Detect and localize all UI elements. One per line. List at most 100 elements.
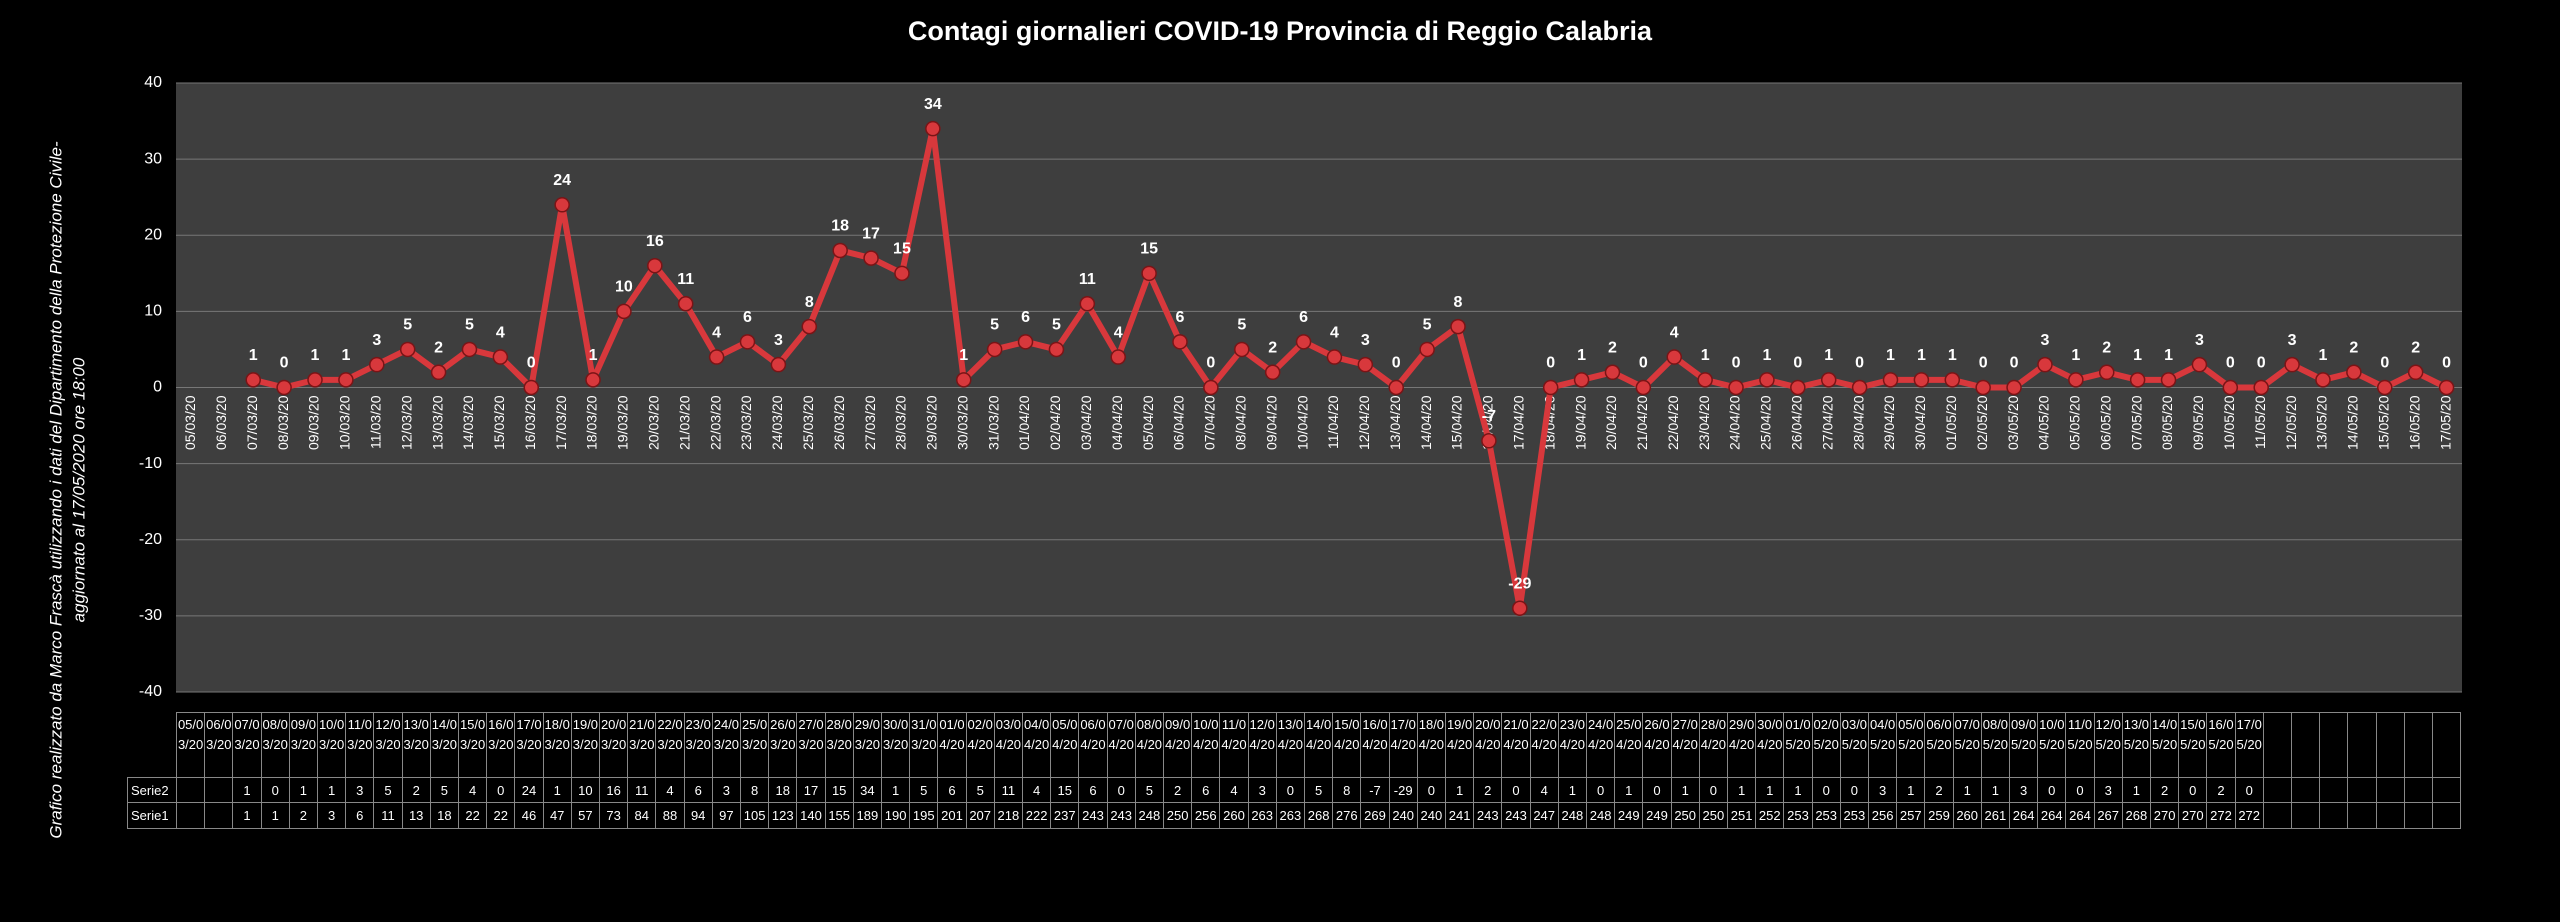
y-tick-label: 40 xyxy=(144,74,162,91)
table-date: 11/04/20 xyxy=(1219,712,1249,778)
x-tick-label: 11/04/20 xyxy=(1325,395,1341,449)
x-tick-label: 11/05/20 xyxy=(2252,395,2268,449)
table-value: 1 xyxy=(1896,777,1926,803)
data-label: 0 xyxy=(1639,355,1648,372)
table-date: 18/03/20 xyxy=(542,712,572,778)
point xyxy=(647,257,663,274)
table-value: 253 xyxy=(1811,802,1841,829)
table-value xyxy=(2347,802,2377,829)
table-date: 17/04/20 xyxy=(1388,712,1418,778)
table-value: 1 xyxy=(1557,777,1587,803)
x-tick-label: 08/03/20 xyxy=(275,395,291,450)
x-tick-label: 10/04/20 xyxy=(1294,395,1310,450)
data-label: 0 xyxy=(2226,355,2235,372)
data-label: 0 xyxy=(527,355,536,372)
table-value xyxy=(2291,777,2321,803)
table-value: 0 xyxy=(1275,777,1305,803)
table-value: 222 xyxy=(1022,802,1052,829)
table-value: 3 xyxy=(711,777,741,803)
data-label: 4 xyxy=(496,324,505,341)
table-value: 0 xyxy=(2178,777,2208,803)
table-date: 26/04/20 xyxy=(1642,712,1672,778)
point xyxy=(1666,349,1683,365)
table-value: 207 xyxy=(965,802,995,829)
point xyxy=(955,372,972,388)
x-tick-label: 10/03/20 xyxy=(337,395,353,450)
table-date: 15/04/20 xyxy=(1332,712,1362,778)
point xyxy=(1542,379,1559,396)
table-date: 27/04/20 xyxy=(1670,712,1700,778)
x-tick-label: 28/04/20 xyxy=(1850,395,1866,450)
point xyxy=(2284,356,2300,373)
x-tick-label: 12/03/20 xyxy=(398,395,414,450)
data-label: 6 xyxy=(743,309,752,326)
table-date: 22/04/20 xyxy=(1529,712,1559,778)
table-date: 08/03/20 xyxy=(260,712,290,778)
table-value: 17 xyxy=(796,777,826,803)
table-date: 05/04/20 xyxy=(1050,712,1080,778)
table-date: 13/04/20 xyxy=(1275,712,1305,778)
data-label: 0 xyxy=(1855,355,1864,372)
data-label: 3 xyxy=(2288,332,2297,349)
data-label: 6 xyxy=(1021,309,1030,326)
point xyxy=(2253,379,2269,396)
table-value: 88 xyxy=(655,802,685,829)
point xyxy=(1820,372,1837,388)
table-date xyxy=(2432,712,2462,778)
point xyxy=(1728,379,1744,396)
table-value: 264 xyxy=(2065,802,2095,829)
table-value: 276 xyxy=(1332,802,1362,829)
data-label: 24 xyxy=(553,172,571,189)
x-tick-label: 04/05/20 xyxy=(2036,395,2052,450)
table-date: 20/03/20 xyxy=(599,712,629,778)
table-date: 08/05/20 xyxy=(1980,712,2010,778)
point xyxy=(1851,379,1868,396)
table-value xyxy=(2319,802,2349,829)
y-tick-label: 30 xyxy=(144,150,162,167)
x-tick-label: 25/03/20 xyxy=(800,395,816,450)
table-value: 1 xyxy=(232,802,262,829)
table-value: 22 xyxy=(486,802,516,829)
x-tick-label: 30/03/20 xyxy=(954,395,970,450)
table-value: 272 xyxy=(2234,802,2264,829)
point xyxy=(1604,364,1621,381)
x-tick-label: 11/03/20 xyxy=(368,395,384,449)
x-tick-label: 20/03/20 xyxy=(646,395,662,450)
point xyxy=(1388,379,1404,396)
table-date: 28/03/20 xyxy=(824,712,854,778)
point xyxy=(2037,356,2053,373)
table-value: 243 xyxy=(1078,802,1108,829)
data-label: 1 xyxy=(589,347,598,364)
point xyxy=(1017,334,1034,350)
table-date: 07/05/20 xyxy=(1952,712,1982,778)
table-date: 29/04/20 xyxy=(1727,712,1757,778)
x-tick-label: 19/03/20 xyxy=(615,395,631,450)
table-series-name: Serie1 xyxy=(127,802,177,829)
table-value: 0 xyxy=(1501,777,1531,803)
data-label: 11 xyxy=(1079,271,1096,288)
table-date: 14/05/20 xyxy=(2150,712,2180,778)
x-tick-label: 21/04/20 xyxy=(1634,395,1650,450)
x-tick-label: 03/05/20 xyxy=(2005,395,2021,450)
x-tick-label: 02/04/20 xyxy=(1047,395,1063,450)
table-value: 5 xyxy=(965,777,995,803)
x-tick-label: 06/03/20 xyxy=(213,395,229,450)
point xyxy=(986,341,1003,358)
x-tick-label: 27/04/20 xyxy=(1819,395,1835,450)
table-value: 5 xyxy=(1304,777,1334,803)
point xyxy=(2407,364,2424,381)
table-date: 05/03/20 xyxy=(176,712,206,778)
point xyxy=(739,334,756,350)
x-tick-label: 15/05/20 xyxy=(2375,395,2391,450)
x-tick-label: 23/03/20 xyxy=(738,395,754,450)
data-label: 2 xyxy=(1268,339,1277,356)
data-label: 18 xyxy=(831,218,849,235)
table-value: 11 xyxy=(627,777,657,803)
point xyxy=(1203,379,1219,396)
table-value: 11 xyxy=(993,777,1023,803)
table-value: 5 xyxy=(373,777,403,803)
table-value: 0 xyxy=(486,777,516,803)
table-date: 16/05/20 xyxy=(2206,712,2236,778)
table-value: 3 xyxy=(1868,777,1898,803)
data-label: 1 xyxy=(2319,347,2328,364)
